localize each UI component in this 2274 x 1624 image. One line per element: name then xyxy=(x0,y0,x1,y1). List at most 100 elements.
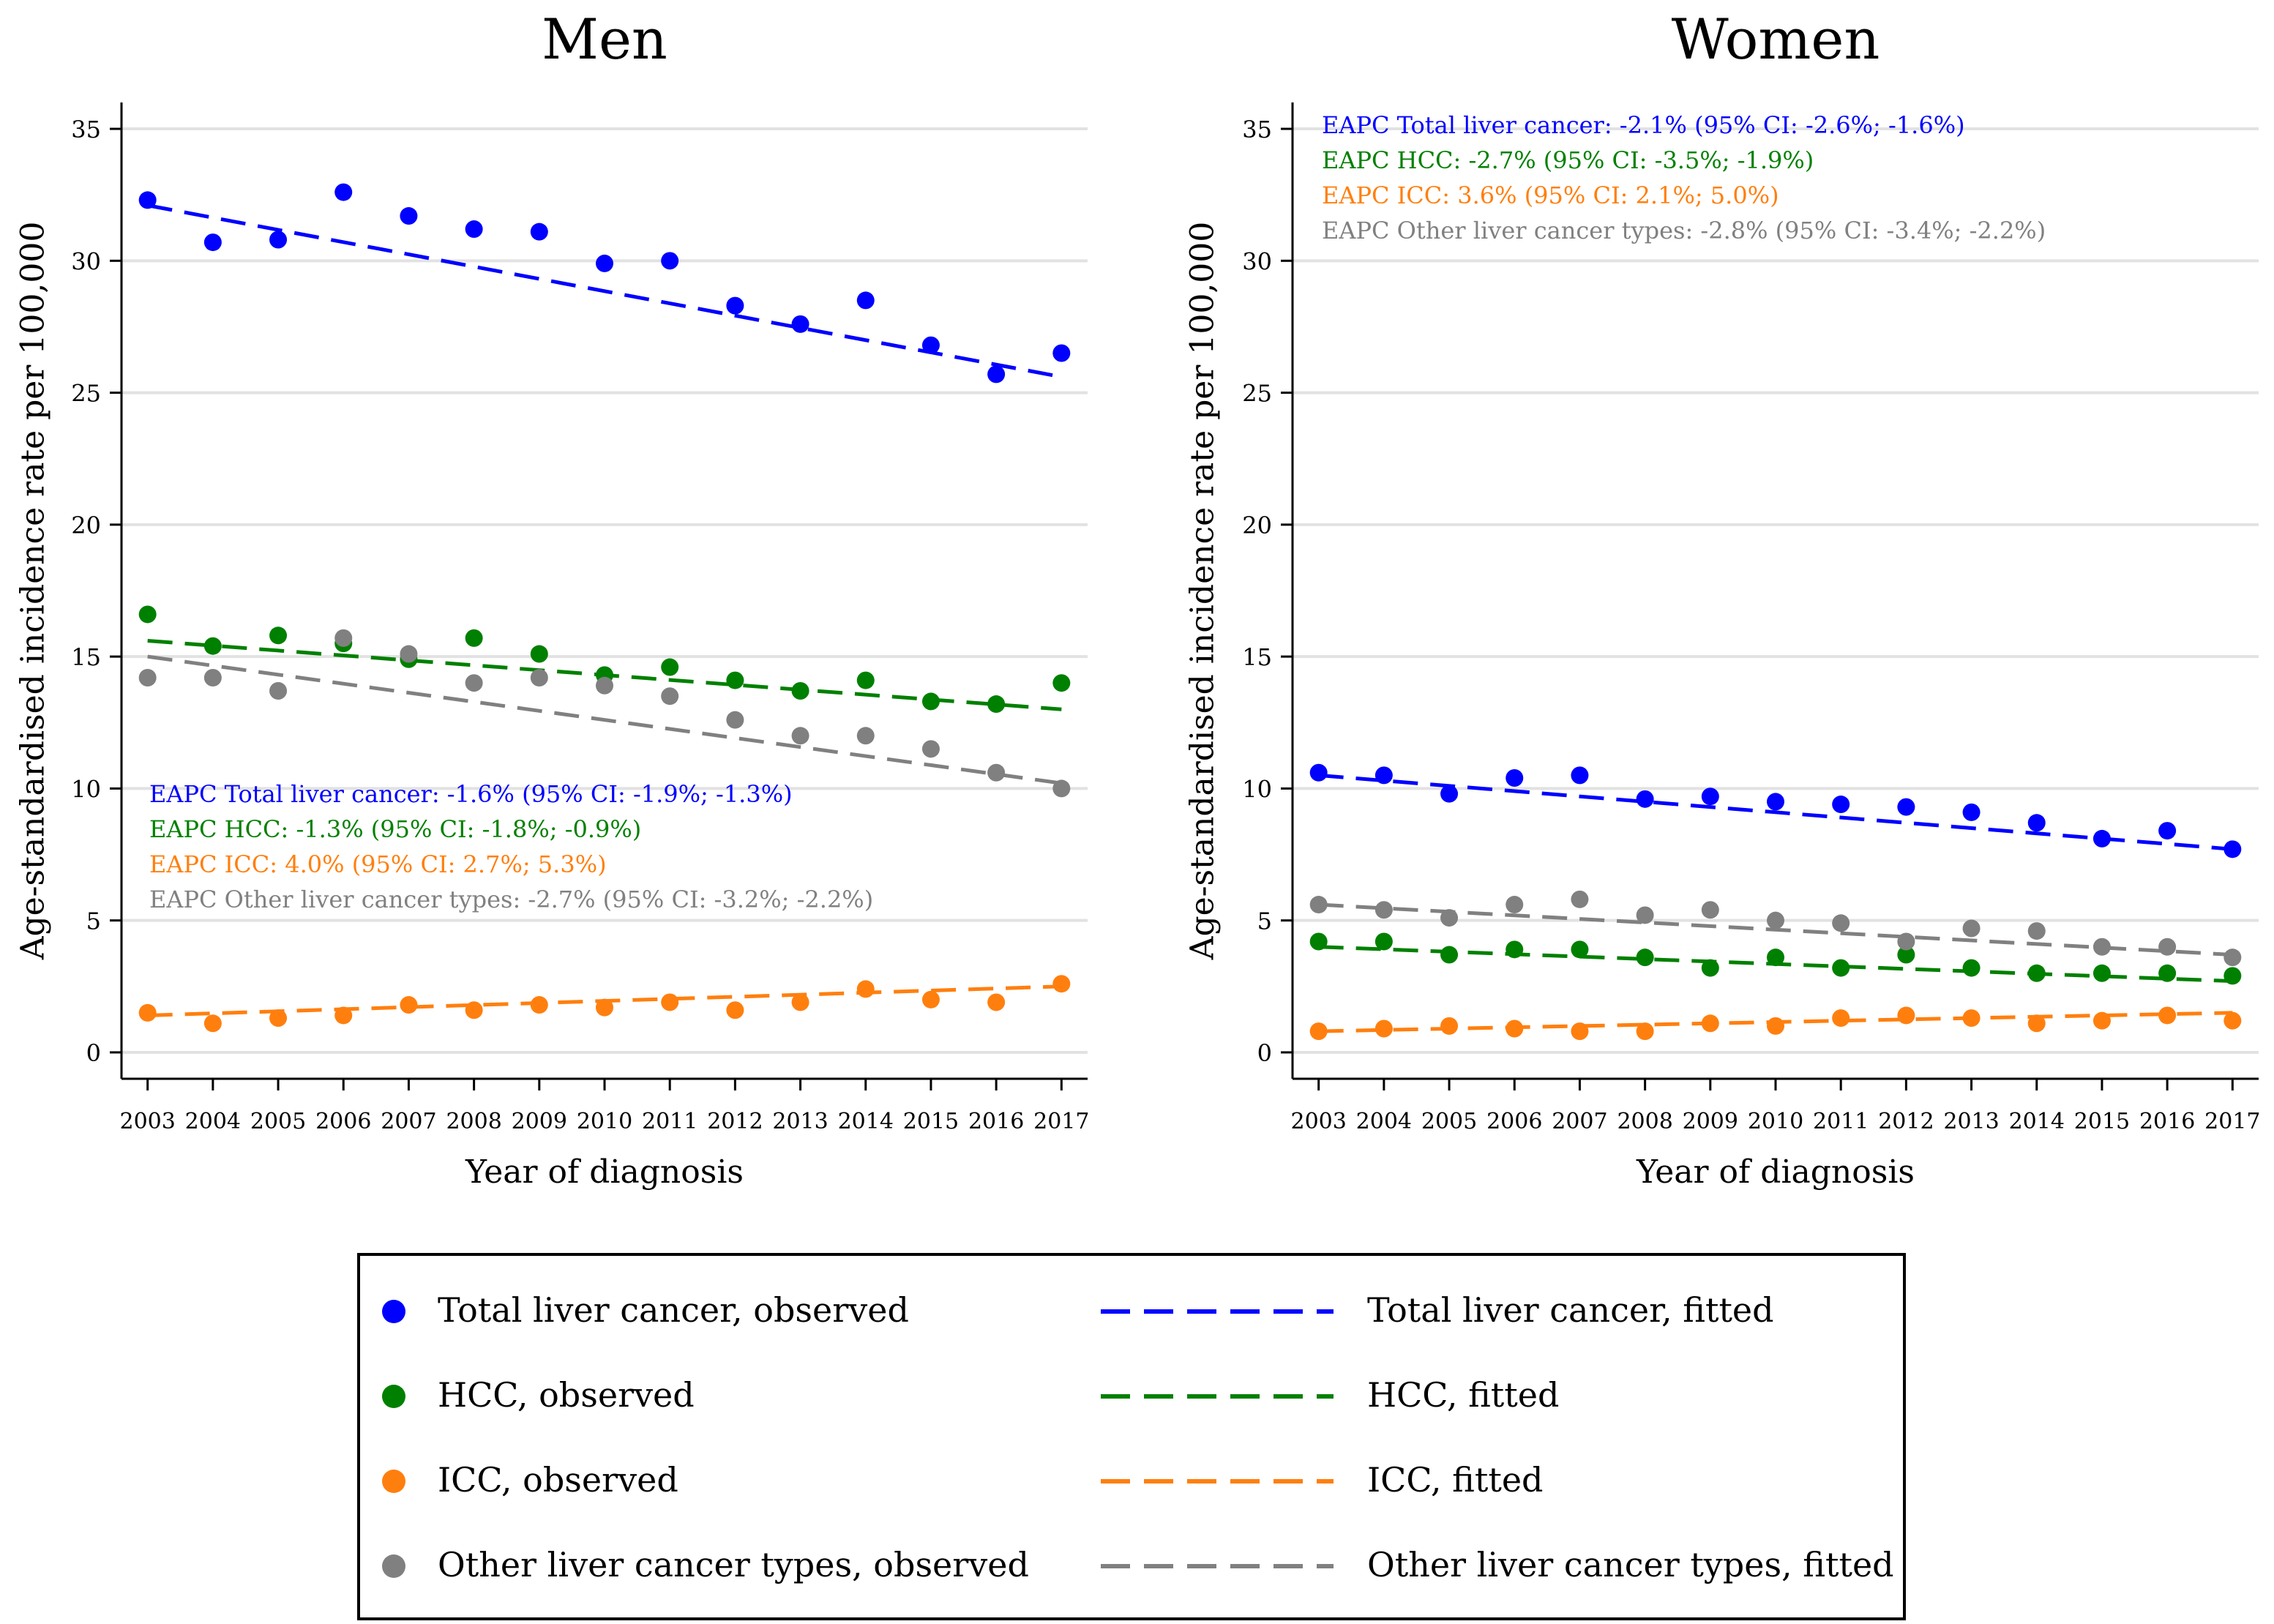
data-point xyxy=(1440,946,1459,964)
y-tick-label: 0 xyxy=(1257,1039,1272,1067)
data-point xyxy=(269,626,288,645)
data-point xyxy=(530,996,548,1014)
data-point xyxy=(596,676,613,695)
data-point xyxy=(791,727,809,745)
data-point xyxy=(465,220,483,239)
data-point xyxy=(1832,959,1850,977)
fitted-line xyxy=(1318,902,2233,957)
y-tick-label: 5 xyxy=(1257,908,1272,935)
data-point xyxy=(2158,938,2177,956)
legend-marker xyxy=(382,1470,405,1493)
data-point xyxy=(203,637,222,655)
eapc-annotation: EAPC Total liver cancer: -1.6% (95% CI: … xyxy=(149,780,793,808)
eapc-annotation: EAPC HCC: -1.3% (95% CI: -1.8%; -0.9%) xyxy=(149,815,641,843)
data-point xyxy=(726,296,744,315)
y-tick-label: 30 xyxy=(71,247,101,275)
x-tick-label: 2017 xyxy=(2204,1109,2260,1134)
legend-label: ICC, observed xyxy=(438,1460,678,1500)
legend-label: Total liver cancer, observed xyxy=(438,1290,909,1330)
data-point xyxy=(921,990,940,1009)
data-point xyxy=(1962,803,1981,821)
data-point xyxy=(1701,959,1719,977)
data-point xyxy=(1832,1009,1850,1028)
eapc-annotation: EAPC ICC: 4.0% (95% CI: 2.7%; 5.3%) xyxy=(149,850,607,878)
data-point xyxy=(530,222,548,241)
x-tick-label: 2005 xyxy=(1421,1109,1477,1134)
data-point xyxy=(1962,1009,1981,1028)
x-tick-label: 2008 xyxy=(1617,1109,1672,1134)
x-tick-label: 2012 xyxy=(1878,1109,1934,1134)
y-tick-label: 25 xyxy=(71,380,101,408)
data-point xyxy=(987,993,1006,1011)
x-tick-label: 2005 xyxy=(250,1109,306,1134)
data-point xyxy=(921,692,940,711)
men-panel: 0 5 10 15 20 25 30 35 2003 2004 2005 2006 2007 2008 20… xyxy=(15,7,1090,1191)
data-point xyxy=(1052,975,1071,993)
data-point xyxy=(596,254,613,272)
x-tick-label: 2006 xyxy=(315,1109,371,1134)
data-point xyxy=(1767,911,1784,929)
y-tick-label: 15 xyxy=(1242,643,1272,671)
x-axis-label: Year of diagnosis xyxy=(465,1153,744,1191)
data-point xyxy=(2027,814,2046,832)
data-point xyxy=(726,1001,744,1019)
data-point xyxy=(138,668,157,686)
y-tick-label: 0 xyxy=(86,1039,101,1067)
data-point xyxy=(987,763,1006,782)
x-tick-label: 2003 xyxy=(1290,1109,1346,1134)
legend-label: Other liver cancer types, fitted xyxy=(1367,1545,1894,1584)
data-point xyxy=(791,993,809,1011)
data-point xyxy=(334,1006,353,1025)
data-point xyxy=(1636,790,1654,808)
data-point xyxy=(856,671,875,689)
data-point xyxy=(2027,1014,2046,1033)
data-point xyxy=(2223,948,2242,967)
data-point xyxy=(921,336,940,354)
x-tick-label: 2015 xyxy=(2074,1109,2130,1134)
data-point xyxy=(1571,1022,1589,1041)
y-tick-label: 5 xyxy=(86,908,101,935)
data-point xyxy=(1636,948,1654,967)
data-point xyxy=(2027,964,2046,982)
eapc-annotation: EAPC HCC: -2.7% (95% CI: -3.5%; -1.9%) xyxy=(1322,146,1814,174)
data-point xyxy=(1052,674,1071,692)
data-point xyxy=(1571,890,1589,908)
data-point xyxy=(400,645,418,663)
eapc-annotation: EAPC Other liver cancer types: -2.7% (95… xyxy=(149,886,873,913)
data-point xyxy=(1309,763,1328,782)
y-tick-label: 10 xyxy=(1242,775,1272,803)
x-tick-label: 2009 xyxy=(1683,1109,1738,1134)
data-point xyxy=(1375,1019,1393,1038)
data-point xyxy=(2092,938,2111,956)
data-point xyxy=(1375,932,1393,951)
chart-title: Men xyxy=(542,7,667,72)
x-tick-label: 2003 xyxy=(119,1109,175,1134)
data-point xyxy=(726,711,744,729)
x-tick-label: 2007 xyxy=(1552,1109,1607,1134)
data-point xyxy=(2092,1011,2111,1030)
data-point xyxy=(269,231,288,249)
data-point xyxy=(1506,1019,1524,1038)
data-point xyxy=(1375,901,1393,919)
legend-marker xyxy=(382,1385,405,1408)
data-point xyxy=(1052,779,1071,798)
y-tick-label: 20 xyxy=(1242,512,1272,539)
x-tick-label: 2006 xyxy=(1486,1109,1542,1134)
data-point xyxy=(2092,964,2111,982)
x-tick-label: 2009 xyxy=(512,1109,567,1134)
x-tick-label: 2011 xyxy=(642,1109,697,1134)
data-point xyxy=(1897,932,1915,951)
data-point xyxy=(1767,1017,1784,1035)
y-tick-label: 15 xyxy=(71,643,101,671)
data-point xyxy=(138,1003,157,1022)
x-tick-label: 2017 xyxy=(1033,1109,1089,1134)
eapc-annotation: EAPC Other liver cancer types: -2.8% (95… xyxy=(1322,217,2046,244)
data-point xyxy=(1701,901,1719,919)
x-axis-label: Year of diagnosis xyxy=(1636,1153,1915,1191)
y-tick-label: 35 xyxy=(1242,116,1272,143)
y-axis-label: Age-standardised incidence rate per 100,… xyxy=(1184,222,1222,961)
x-tick-label: 2010 xyxy=(1748,1109,1803,1134)
x-tick-label: 2012 xyxy=(707,1109,763,1134)
chart-title: Women xyxy=(1672,7,1880,72)
data-point xyxy=(1052,344,1071,362)
